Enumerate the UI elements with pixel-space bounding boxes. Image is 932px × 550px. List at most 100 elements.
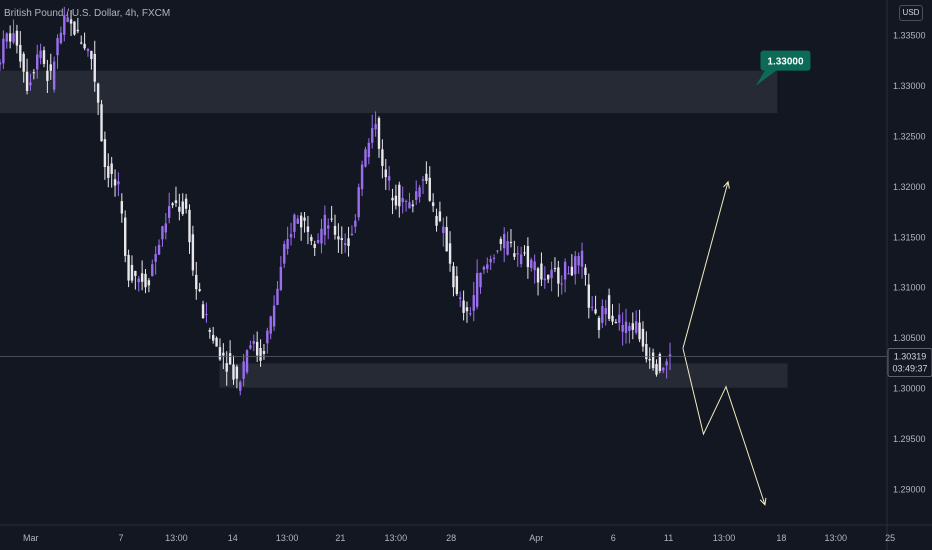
candle-body: [293, 214, 296, 232]
candle-body: [360, 164, 364, 190]
candle-body: [242, 361, 245, 379]
candle-body: [283, 243, 286, 264]
candle-body: [235, 366, 239, 379]
candle-body: [188, 209, 191, 243]
candle-body: [299, 215, 303, 228]
time-axis[interactable]: Mar 7 13:00 14 13:00 21 13:00 28 Apr 6 11 13:00 18 13…: [23, 533, 895, 543]
price-tick-label: 1.29500: [893, 434, 926, 444]
candle-body: [557, 267, 560, 284]
time-tick-label: 21: [335, 533, 345, 543]
candle-body: [662, 367, 665, 371]
candle-body: [459, 297, 462, 300]
candle-body: [614, 322, 618, 324]
candle-body: [445, 227, 448, 252]
candle-body: [611, 315, 614, 322]
candle-body: [618, 314, 621, 323]
candle-body: [455, 276, 459, 294]
candle-body: [631, 323, 634, 330]
candle-body: [645, 344, 648, 360]
candle-body: [276, 288, 279, 305]
candle-body: [442, 226, 445, 233]
candle-body: [76, 29, 80, 32]
time-tick-label: 13:00: [385, 533, 408, 543]
candle-body: [411, 204, 415, 207]
candle-body: [171, 203, 174, 206]
candle-body: [482, 266, 486, 270]
candle-body: [2, 38, 5, 64]
candle-body: [39, 50, 42, 59]
candle-body: [154, 254, 157, 262]
candle-body: [381, 149, 384, 166]
candle-body: [252, 341, 255, 344]
candle-body: [195, 274, 198, 290]
candle-body: [296, 218, 299, 224]
candle-body: [272, 305, 276, 327]
candle-body: [178, 206, 181, 212]
candle-body: [262, 351, 266, 354]
candle-body: [157, 244, 161, 255]
price-tick-label: 1.30500: [893, 333, 926, 343]
candle-body: [313, 244, 316, 248]
candle-body: [130, 264, 134, 281]
candle-body: [563, 261, 567, 280]
projection-layer: [682, 180, 767, 506]
current-price-value: 1.30319: [894, 351, 927, 361]
candle-body: [469, 313, 472, 315]
price-tick-label: 1.32500: [893, 131, 926, 141]
candle-body: [601, 305, 604, 323]
candle-body: [533, 261, 536, 271]
candle-body: [357, 187, 360, 218]
time-tick-label: 6: [611, 533, 616, 543]
candle-body: [134, 270, 137, 277]
price-target-callout[interactable]: 1.33000: [755, 50, 811, 86]
candle-body: [404, 200, 408, 202]
time-tick-label: Apr: [529, 533, 543, 543]
candle-body: [120, 201, 124, 214]
candle-body: [333, 225, 337, 235]
candle-body: [472, 295, 475, 311]
candle-body: [46, 70, 49, 81]
candle-body: [80, 42, 83, 44]
candle-body: [266, 330, 269, 344]
candle-body: [401, 197, 404, 203]
supply-demand-zone: [0, 70, 778, 114]
time-tick-label: 13:00: [165, 533, 188, 543]
candle-body: [343, 243, 347, 246]
candle-body: [56, 38, 59, 56]
candle-body: [36, 54, 39, 70]
current-price-tag: 1.30319 03:49:37: [887, 348, 932, 377]
up-arrowhead-icon: [723, 180, 730, 189]
candle-body: [289, 234, 293, 238]
candle-body: [408, 202, 411, 209]
candle-body: [137, 278, 140, 283]
candle-body: [73, 21, 76, 35]
candle-body: [164, 223, 168, 233]
candle-body: [42, 50, 46, 64]
time-tick-label: Mar: [23, 533, 39, 543]
candle-body: [59, 32, 63, 44]
candle-body: [93, 53, 96, 82]
candle-body: [438, 211, 442, 221]
candle-body: [151, 264, 154, 277]
candle-body: [191, 234, 195, 271]
candle-body: [32, 72, 36, 74]
price-tick-label: 1.29000: [893, 485, 926, 495]
candle-body: [8, 33, 12, 42]
candle-body: [337, 236, 340, 240]
projection-up-line: [682, 181, 729, 349]
price-axis[interactable]: 1.33500 1.33000 1.32500 1.32000 1.31500 1.310…: [893, 30, 926, 494]
candle-body: [523, 252, 526, 254]
candle-body: [147, 280, 151, 286]
symbol-title[interactable]: British Pound / U.S. Dollar, 4h, FXCM: [4, 8, 171, 19]
candle-body: [103, 139, 107, 168]
time-tick-label: 14: [228, 533, 238, 543]
currency-button[interactable]: USD: [899, 5, 923, 21]
candle-body: [387, 176, 391, 181]
candle-body: [218, 347, 222, 360]
candle-body: [49, 64, 52, 71]
candle-body: [347, 238, 350, 247]
price-tick-label: 1.31500: [893, 232, 926, 242]
price-tag-box: [887, 348, 932, 377]
candle-body: [499, 239, 503, 244]
